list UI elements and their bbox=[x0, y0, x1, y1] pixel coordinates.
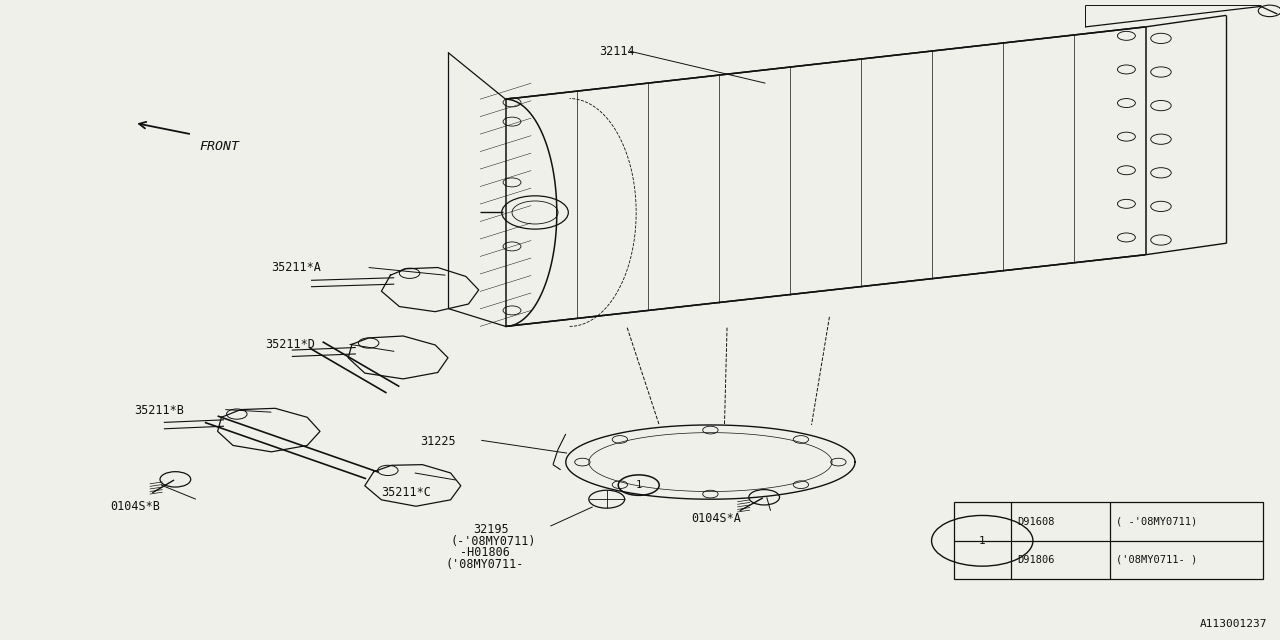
Text: 31225: 31225 bbox=[420, 435, 456, 448]
Text: (-'08MY0711): (-'08MY0711) bbox=[451, 535, 536, 548]
Text: 1: 1 bbox=[636, 480, 641, 490]
Text: 35211*A: 35211*A bbox=[271, 261, 321, 274]
Text: ( -'08MY0711): ( -'08MY0711) bbox=[1116, 516, 1198, 527]
Text: ('08MY0711- ): ('08MY0711- ) bbox=[1116, 555, 1198, 565]
Text: D91806: D91806 bbox=[1018, 555, 1055, 565]
Text: D91608: D91608 bbox=[1018, 516, 1055, 527]
Text: 35211*D: 35211*D bbox=[265, 338, 315, 351]
Text: A113001237: A113001237 bbox=[1199, 619, 1267, 629]
Text: 35211*C: 35211*C bbox=[381, 486, 431, 499]
Text: 0104S*A: 0104S*A bbox=[691, 512, 741, 525]
Text: 32195: 32195 bbox=[474, 524, 509, 536]
Text: 1: 1 bbox=[979, 536, 986, 546]
Text: -H01806: -H01806 bbox=[460, 547, 509, 559]
Text: 0104S*B: 0104S*B bbox=[110, 500, 160, 513]
Text: ('08MY0711-: ('08MY0711- bbox=[445, 558, 524, 571]
Text: 32114: 32114 bbox=[599, 45, 635, 58]
Bar bbox=[954, 502, 1263, 579]
Text: FRONT: FRONT bbox=[200, 140, 239, 152]
Text: 35211*B: 35211*B bbox=[134, 404, 184, 417]
